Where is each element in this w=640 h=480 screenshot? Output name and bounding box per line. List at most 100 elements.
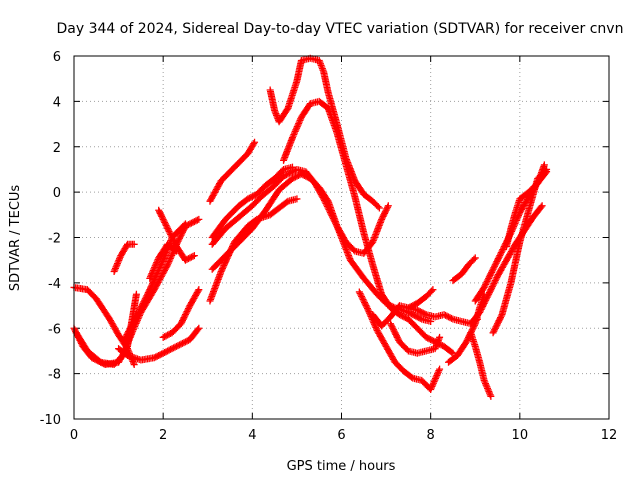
data-point — [181, 311, 189, 319]
data-point — [488, 284, 496, 292]
data-point — [481, 378, 489, 386]
data-point — [175, 236, 183, 244]
data-point — [283, 198, 291, 206]
data-point — [383, 205, 391, 213]
y-tick-label: -2 — [48, 232, 61, 247]
data-point — [381, 209, 389, 217]
data-point — [180, 221, 188, 229]
data-point — [372, 325, 380, 333]
data-point — [178, 230, 186, 238]
data-point — [153, 259, 161, 267]
data-point — [487, 270, 495, 278]
data-point — [484, 386, 492, 394]
data-point — [391, 329, 399, 337]
data-point — [479, 302, 487, 310]
data-point — [161, 220, 169, 228]
data-point — [496, 315, 504, 323]
data-point — [184, 306, 192, 314]
data-point — [156, 209, 164, 217]
data-point — [363, 303, 371, 311]
series-track-27 — [502, 161, 548, 251]
data-point — [490, 280, 498, 288]
data-point — [491, 262, 499, 270]
data-point — [484, 276, 492, 284]
data-point — [166, 229, 174, 237]
data-point — [365, 308, 373, 316]
data-point — [176, 234, 184, 242]
data-point — [421, 310, 429, 318]
data-point — [147, 271, 155, 279]
data-point — [476, 308, 484, 316]
y-tick-label: 2 — [53, 141, 61, 156]
data-point — [140, 298, 148, 306]
data-point — [497, 314, 505, 322]
data-point — [145, 287, 153, 295]
data-point — [132, 313, 140, 321]
data-point — [499, 246, 507, 254]
data-point — [364, 305, 372, 313]
data-point — [163, 262, 171, 270]
data-point — [491, 261, 499, 269]
data-point — [480, 376, 488, 384]
series-track-5 — [115, 324, 203, 364]
data-point — [133, 311, 141, 319]
data-point — [482, 380, 490, 388]
data-point — [167, 230, 175, 238]
data-point — [480, 283, 488, 291]
data-point — [294, 121, 302, 129]
data-point — [392, 332, 400, 340]
data-point — [157, 211, 165, 219]
data-point — [142, 293, 150, 301]
data-point — [436, 333, 444, 341]
data-point — [162, 221, 170, 229]
data-point — [130, 240, 138, 248]
data-point — [497, 249, 505, 257]
data-point — [360, 297, 368, 305]
data-point — [464, 335, 472, 343]
series-track-23 — [467, 329, 495, 400]
data-point — [289, 132, 297, 140]
x-tick-label: 4 — [248, 428, 256, 443]
data-point — [195, 215, 203, 223]
data-point — [178, 318, 186, 326]
data-point — [358, 294, 366, 302]
y-tick-label: -4 — [48, 277, 61, 292]
data-point — [179, 315, 187, 323]
data-point — [372, 323, 380, 331]
series-track-26 — [489, 165, 551, 337]
data-point — [483, 277, 491, 285]
data-point — [139, 299, 147, 307]
grid-lines — [74, 56, 609, 419]
data-point — [495, 253, 503, 261]
data-point — [167, 253, 175, 261]
data-point — [95, 357, 103, 365]
y-tick-label: 6 — [53, 50, 61, 65]
data-point — [468, 326, 476, 334]
series-track-8 — [155, 206, 198, 264]
data-point — [491, 326, 499, 334]
data-point — [164, 224, 172, 232]
data-point — [146, 274, 154, 282]
data-point — [114, 258, 122, 266]
data-point — [181, 312, 189, 320]
data-point — [381, 208, 389, 216]
data-point — [371, 322, 379, 330]
data-point — [374, 203, 382, 211]
data-point — [178, 317, 186, 325]
y-axis-label: SDTVAR / TECUs — [8, 185, 23, 292]
data-point — [292, 126, 300, 134]
data-point — [491, 277, 499, 285]
x-tick-label: 6 — [337, 428, 345, 443]
axis-ticks: 0 2 4 6 8 10 12 -10 -8 -6 -4 -2 0 2 4 6 — [40, 50, 618, 443]
series-track-10 — [206, 138, 259, 205]
data-point — [115, 256, 123, 264]
data-point — [158, 214, 166, 222]
data-point — [427, 317, 435, 325]
series-track-14 — [208, 170, 435, 325]
data-point — [115, 255, 123, 263]
data-point — [170, 238, 178, 246]
data-point — [171, 240, 179, 248]
data-point — [151, 263, 159, 271]
data-point — [144, 290, 152, 298]
